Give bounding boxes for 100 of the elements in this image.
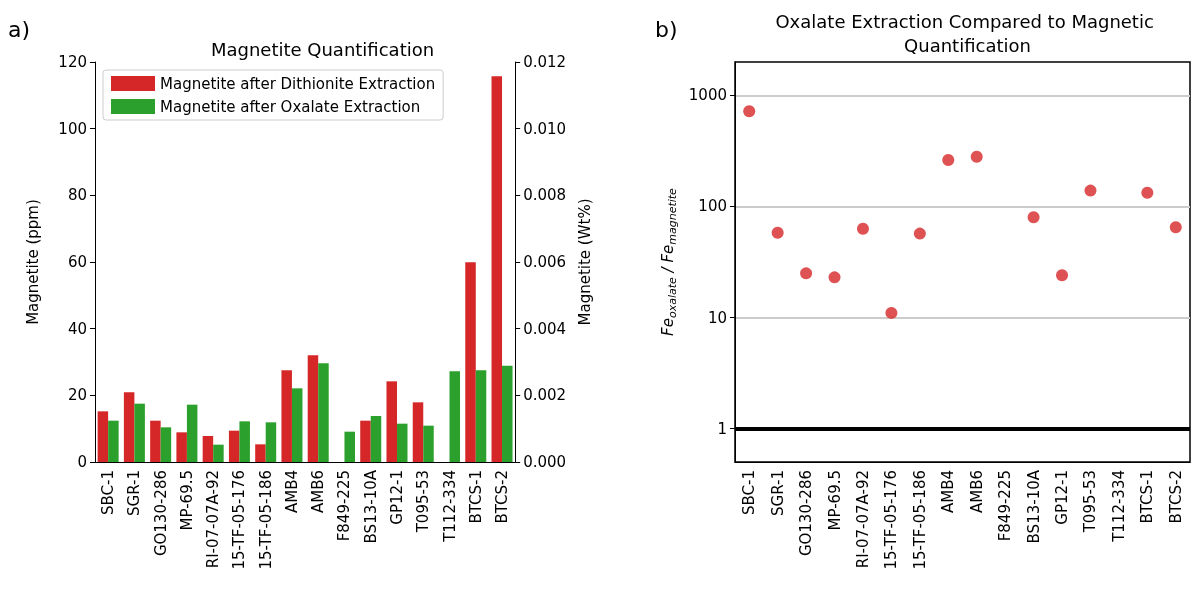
bar <box>265 422 277 462</box>
x-tick-label: BS13-10A <box>1024 469 1043 544</box>
point <box>800 267 813 280</box>
x-tick-label: F849-225 <box>335 470 354 542</box>
bar <box>239 421 250 462</box>
x-tick-label: AMB6 <box>967 470 986 514</box>
x-tick-label: BTCS-2 <box>1166 470 1185 524</box>
bar <box>502 365 513 462</box>
point <box>771 226 784 239</box>
bar <box>186 404 198 462</box>
point <box>970 150 983 163</box>
x-tick-label: MP-69.5 <box>177 470 196 531</box>
x-tick-label: SBC-1 <box>99 470 118 515</box>
point <box>856 222 869 235</box>
x-tick-label: SGR-1 <box>125 470 144 516</box>
y2-tick-label: 0.000 <box>523 453 567 471</box>
x-tick-label: T095-53 <box>414 470 433 534</box>
bar <box>123 392 135 462</box>
y2-tick-label: 0.002 <box>523 386 567 405</box>
point <box>1169 221 1182 234</box>
chart-title: Magnetite Quantification <box>210 38 435 60</box>
x-tick-label: GP12-1 <box>387 470 406 525</box>
legend-label: Magnetite after Oxalate Extraction <box>160 97 421 116</box>
bar <box>255 444 266 462</box>
y-tick-label: 100 <box>698 197 727 216</box>
y2-tick-label: 0.008 <box>523 186 567 205</box>
bar <box>108 420 119 462</box>
y-tick-label: 1 <box>717 419 727 438</box>
x-tick-label: BS13-10A <box>361 469 380 544</box>
y2-tick-label: 0.006 <box>523 253 567 271</box>
bar <box>449 371 461 462</box>
x-tick-label: T095-53 <box>1081 470 1100 534</box>
bar <box>213 444 224 462</box>
point <box>1027 211 1040 224</box>
y-axis-title: Feoxalate / Femagnetite <box>659 187 679 336</box>
chart-title: Oxalate Extraction Compared to Magnetic Quantification <box>775 10 1160 56</box>
x-tick-label: RI-07-07A-92 <box>853 470 872 569</box>
x-tick-label: SGR-1 <box>768 470 787 516</box>
bar <box>176 432 187 462</box>
x-tick-label: GO130-286 <box>151 470 170 557</box>
bar <box>360 420 371 462</box>
bar <box>344 431 355 462</box>
y-tick-label: 20 <box>67 386 87 405</box>
x-tick-label: RI-07-07A-92 <box>204 470 223 569</box>
y-tick-label: 0 <box>77 453 87 471</box>
y-tick-label: 1000 <box>688 86 727 105</box>
x-tick-label: SBC-1 <box>740 470 759 515</box>
x-tick-label: BTCS-2 <box>493 470 512 524</box>
x-tick-label: GO130-286 <box>797 470 816 557</box>
bar <box>228 430 240 462</box>
bar <box>97 411 109 462</box>
text: a) <box>8 16 31 42</box>
x-tick-label: AMB6 <box>309 470 328 514</box>
y2-tick-label: 0.004 <box>523 319 567 338</box>
bar <box>475 370 487 462</box>
y-tick-label: 120 <box>58 53 87 71</box>
x-tick-label: MP-69.5 <box>825 470 844 531</box>
point <box>743 105 756 118</box>
legend-label: Magnetite after Dithionite Extraction <box>160 74 436 93</box>
bar <box>160 427 172 462</box>
point <box>942 154 955 167</box>
y-tick-label: 100 <box>58 119 87 138</box>
point <box>828 271 841 284</box>
x-tick-label: 15-TF-05-176 <box>882 470 901 570</box>
point <box>1141 186 1154 199</box>
y2-axis-title: Magnetite (Wt%) <box>575 198 594 326</box>
x-tick-label: AMB4 <box>939 470 958 514</box>
point <box>885 306 898 319</box>
x-tick-label: BTCS-1 <box>466 470 485 524</box>
bar <box>412 402 424 462</box>
bar <box>370 416 382 462</box>
x-tick-label: 15-TF-05-176 <box>230 470 249 570</box>
bar <box>423 425 434 462</box>
y-tick-label: 40 <box>67 319 87 338</box>
x-tick-label: 15-TF-05-186 <box>256 470 275 570</box>
x-tick-label: BTCS-1 <box>1138 470 1157 524</box>
bar <box>202 436 214 462</box>
bar <box>386 381 397 462</box>
bar <box>134 403 145 462</box>
x-tick-label: 15-TF-05-186 <box>910 470 929 570</box>
bar <box>491 76 503 462</box>
y-tick-label: 10 <box>707 308 727 327</box>
text: b) <box>655 16 678 42</box>
bar <box>396 423 408 462</box>
x-tick-label: AMB4 <box>282 470 301 514</box>
bar <box>281 370 292 462</box>
bar <box>318 363 329 462</box>
point <box>1084 184 1097 197</box>
y-axis-title: Magnetite (ppm) <box>23 199 42 325</box>
x-tick-label: GP12-1 <box>1053 470 1072 525</box>
x-tick-label: T112-334 <box>1109 470 1128 543</box>
y-tick-label: 60 <box>67 253 87 271</box>
y2-tick-label: 0.012 <box>523 53 567 71</box>
y-tick-label: 80 <box>67 186 87 205</box>
y2-tick-label: 0.010 <box>523 119 567 138</box>
bar <box>150 420 161 462</box>
bar <box>465 262 476 462</box>
x-tick-label: T112-334 <box>440 470 459 543</box>
point <box>913 227 926 240</box>
x-tick-label: F849-225 <box>996 470 1015 542</box>
